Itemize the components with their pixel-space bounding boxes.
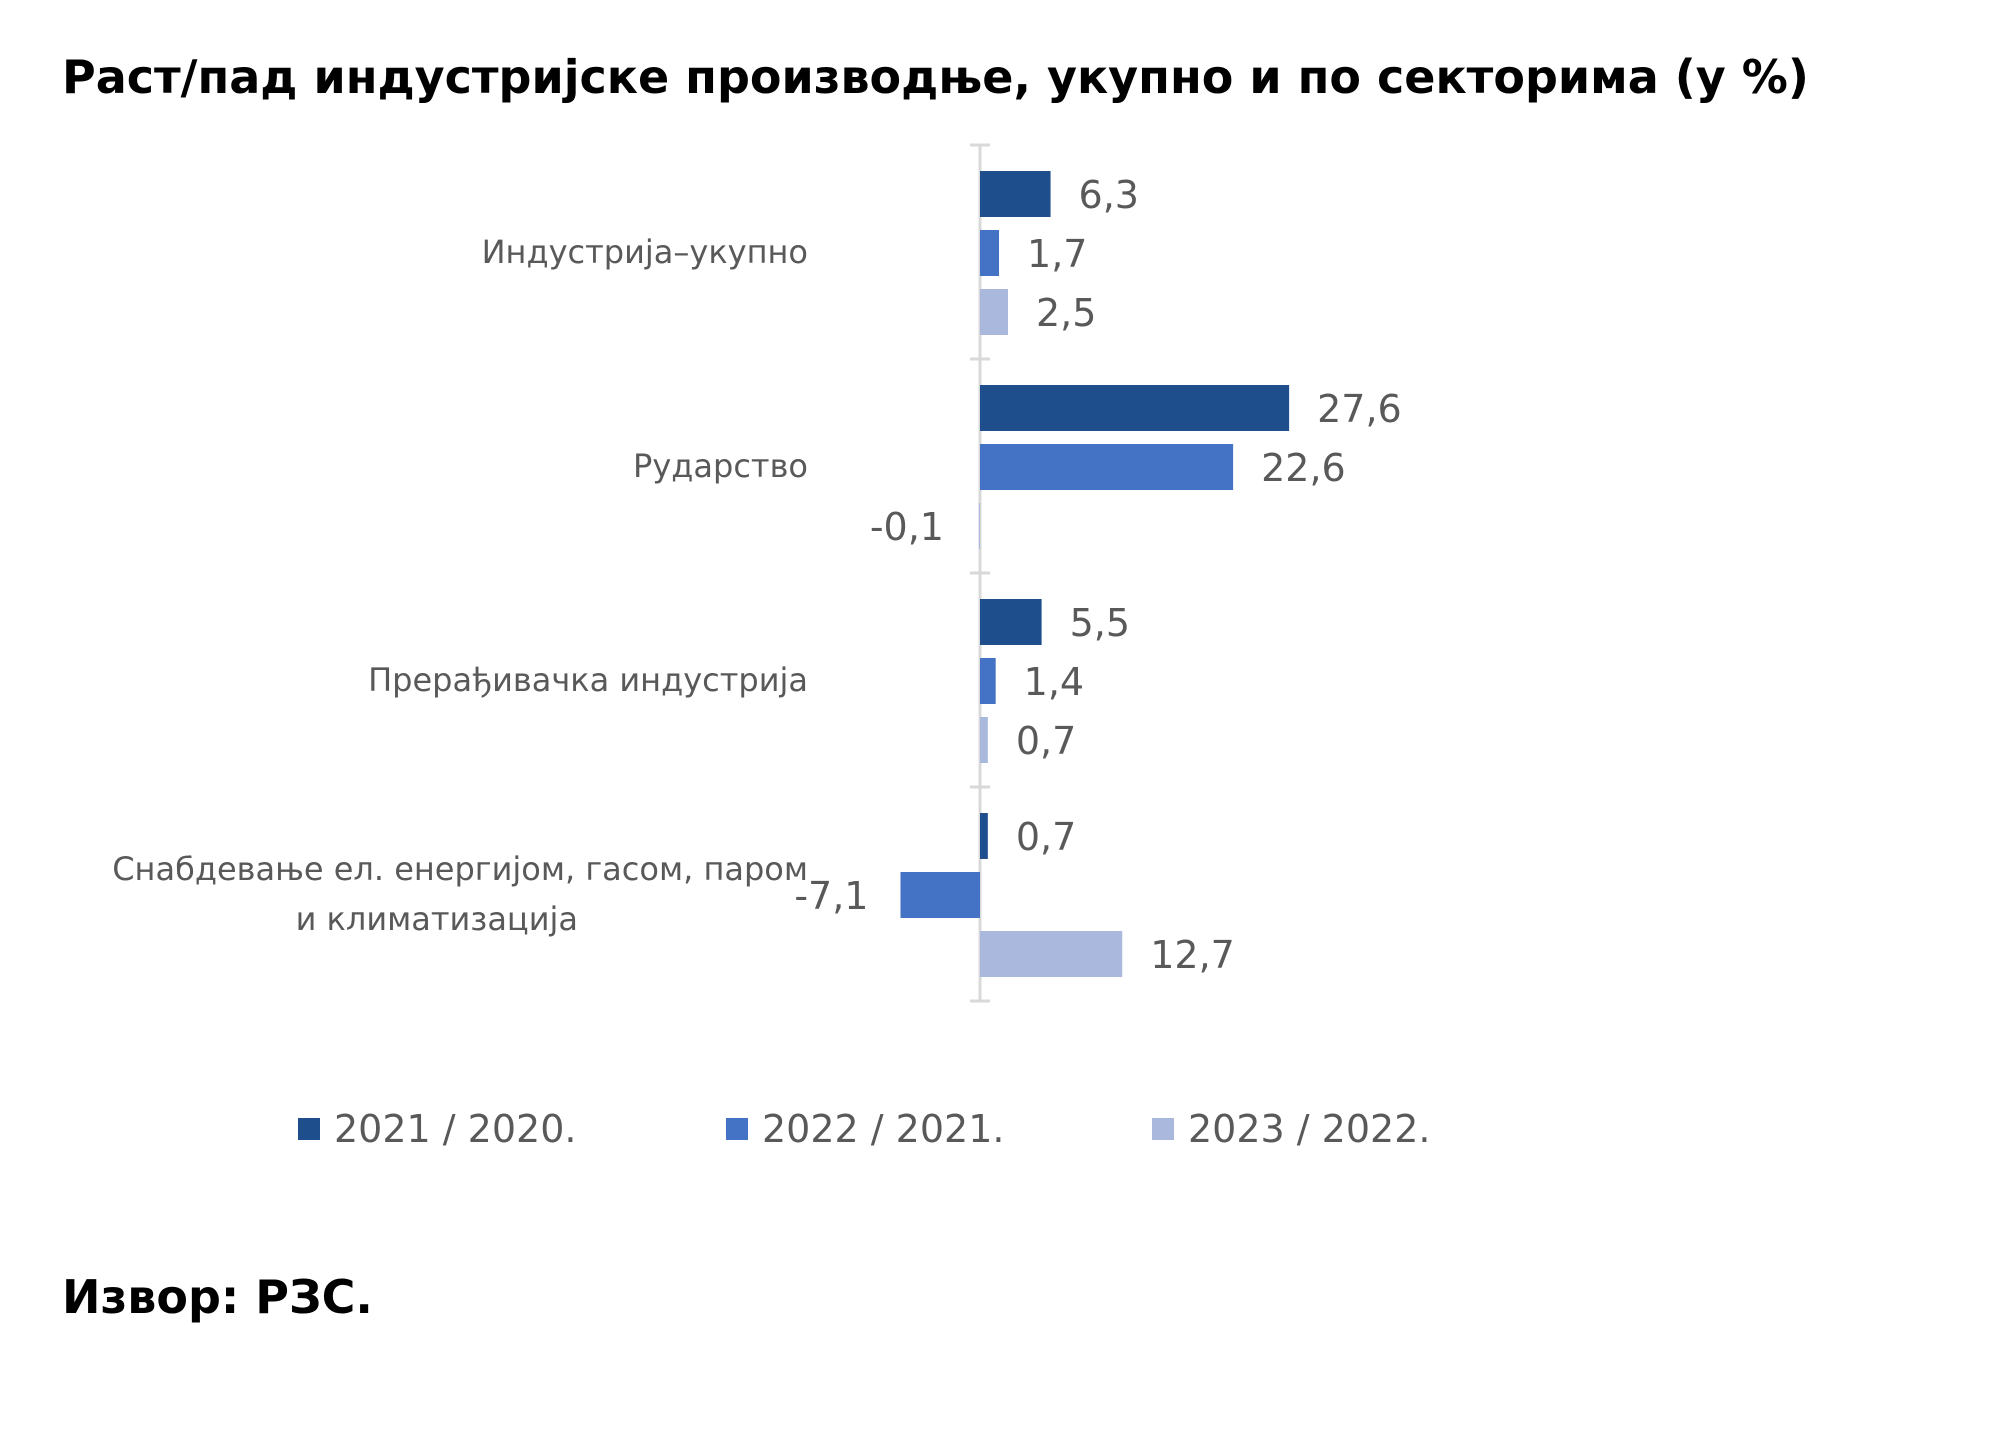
data-label: 0,7 bbox=[1016, 815, 1076, 859]
legend-label: 2021 / 2020. bbox=[334, 1107, 577, 1151]
data-label: 6,3 bbox=[1079, 173, 1139, 217]
bar bbox=[980, 385, 1290, 431]
data-label: 0,7 bbox=[1016, 719, 1076, 763]
bar bbox=[980, 599, 1042, 645]
data-label: 1,4 bbox=[1024, 660, 1084, 704]
data-label: 22,6 bbox=[1261, 446, 1346, 490]
legend-swatch bbox=[298, 1118, 320, 1140]
bar bbox=[980, 171, 1051, 217]
source-note: Извор: РЗС. bbox=[62, 1270, 373, 1324]
legend-item: 2021 / 2020. bbox=[298, 1107, 576, 1151]
legend-item: 2022 / 2021. bbox=[726, 1107, 1004, 1151]
legend-swatch bbox=[1152, 1118, 1174, 1140]
category-label: Рударство bbox=[633, 447, 808, 485]
data-label: 27,6 bbox=[1317, 387, 1402, 431]
bar bbox=[980, 230, 1000, 276]
bar bbox=[980, 444, 1234, 490]
bar bbox=[980, 658, 996, 704]
data-label: -7,1 bbox=[794, 874, 868, 918]
category-label: Прерађивачка индустрија bbox=[368, 661, 808, 699]
data-label: 5,5 bbox=[1070, 601, 1130, 645]
bar bbox=[980, 717, 988, 763]
legend-label: 2023 / 2022. bbox=[1188, 1107, 1431, 1151]
bar bbox=[980, 813, 988, 859]
bar bbox=[978, 503, 980, 549]
chart-title: Раст/пад индустријске производње, укупно… bbox=[62, 50, 1809, 104]
data-label: 2,5 bbox=[1036, 291, 1096, 335]
data-label: 1,7 bbox=[1027, 232, 1087, 276]
chart-legend: 2021 / 2020. 2022 / 2021. 2023 / 2022. bbox=[0, 1107, 2000, 1167]
bar bbox=[980, 931, 1123, 977]
data-label: 12,7 bbox=[1150, 933, 1235, 977]
legend-item: 2023 / 2022. bbox=[1152, 1107, 1430, 1151]
category-label: Индустрија–укупно bbox=[482, 233, 808, 271]
legend-label: 2022 / 2021. bbox=[762, 1107, 1005, 1151]
legend-swatch bbox=[726, 1118, 748, 1140]
data-label: -0,1 bbox=[870, 505, 944, 549]
category-label: Снабдевање ел. енергијом, гасом, паром и … bbox=[112, 850, 808, 938]
bar bbox=[900, 872, 980, 918]
bar bbox=[980, 289, 1008, 335]
